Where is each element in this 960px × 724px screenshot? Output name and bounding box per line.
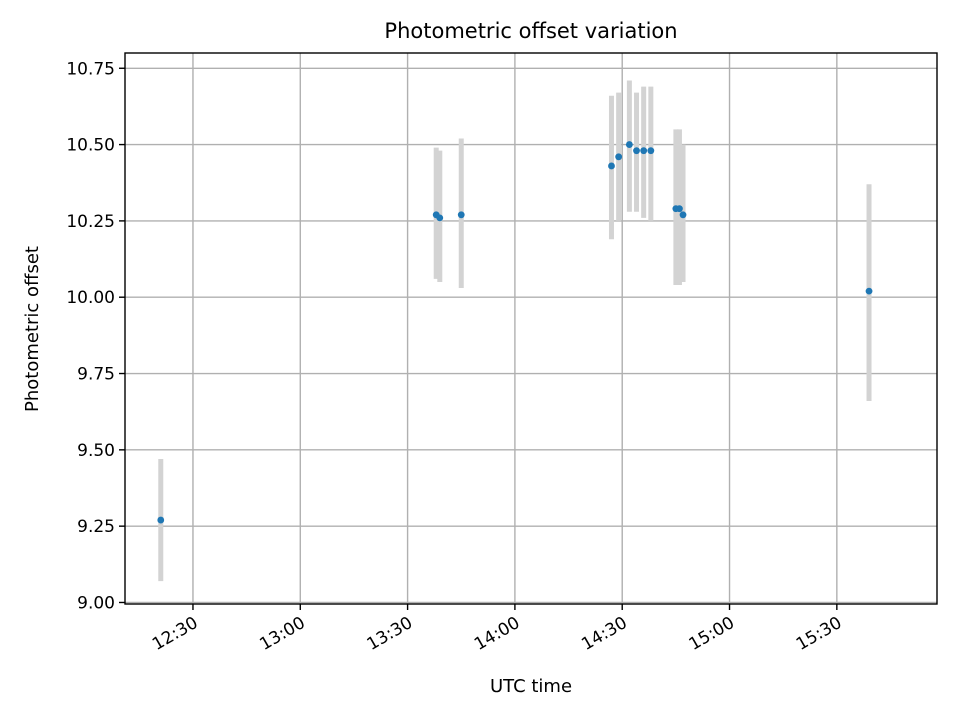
y-tick-label: 10.00 xyxy=(66,288,115,308)
data-point xyxy=(608,162,615,170)
data-point xyxy=(436,214,444,222)
grid-layer xyxy=(125,53,937,604)
data-point xyxy=(647,147,655,155)
data-point xyxy=(676,205,683,213)
data-point xyxy=(157,516,165,524)
data-point-layer xyxy=(157,141,873,524)
y-axis-label: Photometric offset xyxy=(22,246,43,412)
data-point xyxy=(457,211,465,219)
x-axis-label: UTC time xyxy=(490,676,572,697)
data-point xyxy=(865,287,873,295)
y-tick-label: 10.50 xyxy=(66,136,115,156)
y-tick-label: 9.00 xyxy=(77,593,115,613)
plot-frame xyxy=(124,52,938,605)
data-point xyxy=(615,153,623,161)
y-tick-label: 9.25 xyxy=(77,517,115,537)
y-tick-label: 9.75 xyxy=(77,365,115,385)
y-tick-label: 9.50 xyxy=(77,441,115,461)
data-point xyxy=(625,141,633,148)
y-tick-label: 10.75 xyxy=(66,59,115,79)
data-point xyxy=(640,147,648,155)
data-point xyxy=(633,147,640,155)
y-tick-label: 10.25 xyxy=(66,212,115,232)
chart-title: Photometric offset variation xyxy=(384,19,677,43)
data-point xyxy=(679,211,687,219)
